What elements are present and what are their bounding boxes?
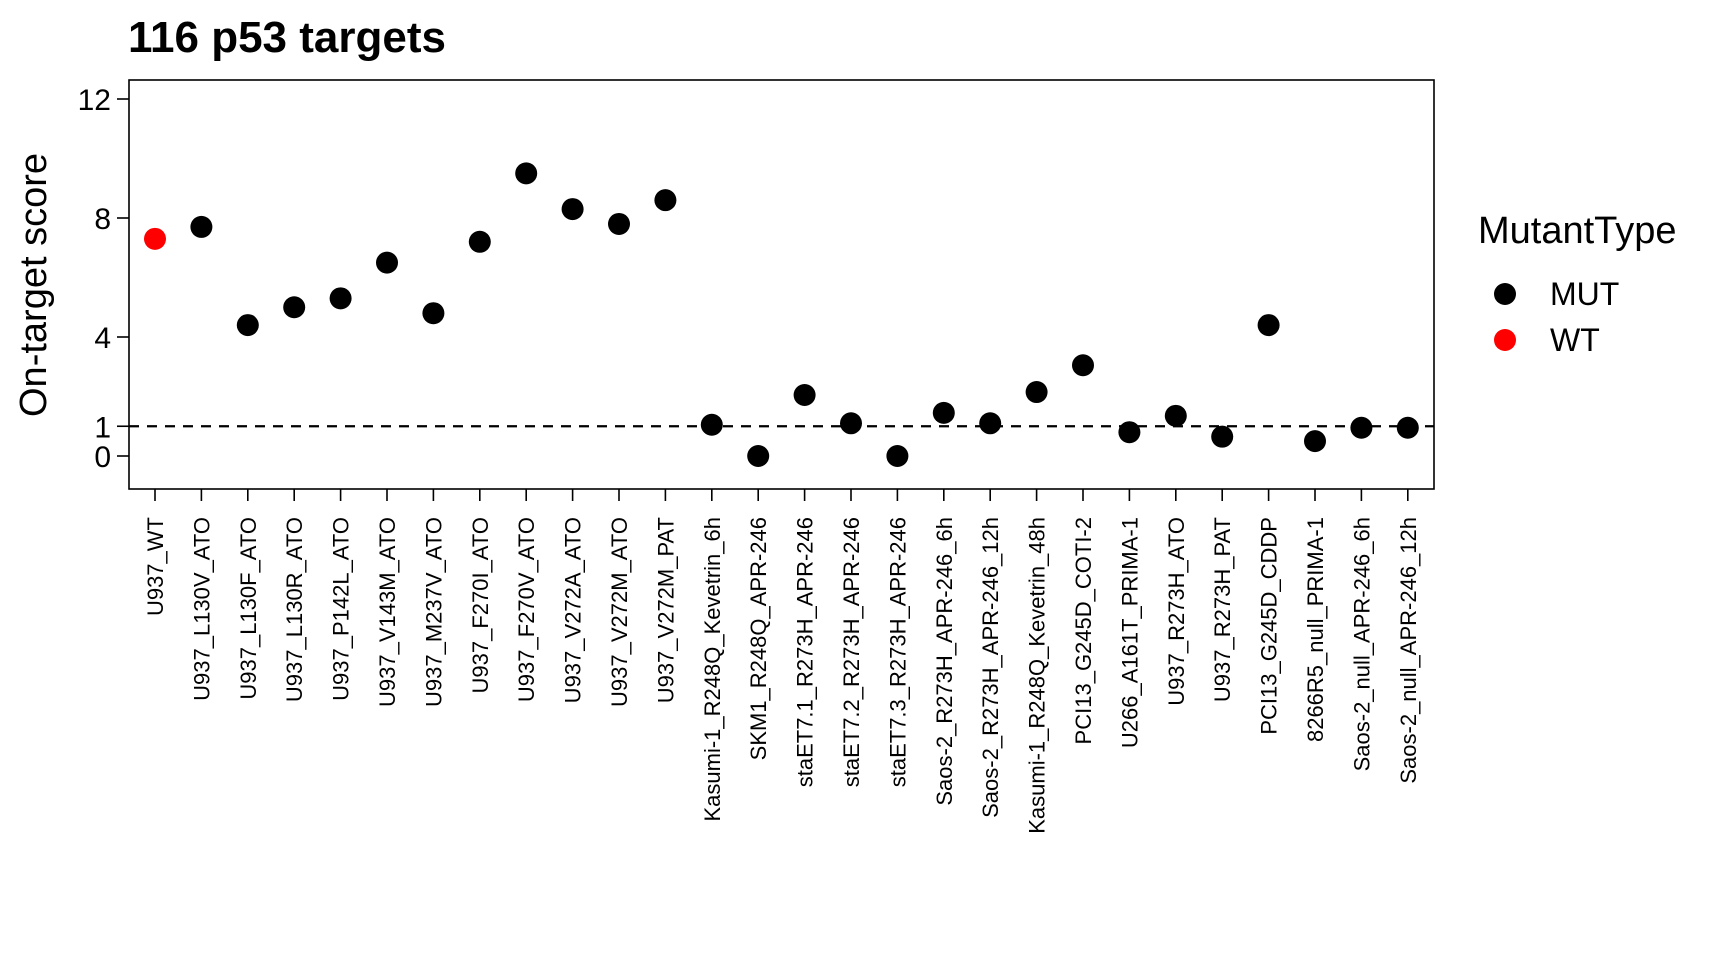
data-point-mut	[1396, 416, 1419, 439]
data-point-mut	[932, 401, 955, 424]
x-tick-label: U937_M237V_ATO	[421, 517, 446, 707]
data-point-mut	[422, 302, 445, 325]
x-tick-label: U937_L130R_ATO	[282, 517, 307, 702]
data-point-mut	[700, 413, 723, 436]
legend-label: WT	[1550, 322, 1600, 358]
x-tick-label: SKM1_R248Q_APR-246	[746, 517, 771, 760]
data-point-mut	[1025, 381, 1048, 404]
data-point-mut	[1304, 430, 1326, 453]
data-point-mut	[1164, 404, 1187, 427]
x-tick-label: Saos-2_R273H_APR-246_6h	[932, 517, 957, 806]
x-tick-label: staET7.3_R273H_APR-246	[885, 517, 910, 787]
y-tick-label: 12	[78, 84, 111, 117]
data-point-mut	[329, 287, 352, 310]
x-tick-label: Saos-2_null_APR-246_6h	[1349, 517, 1374, 771]
x-tick-label: U937_V143M_ATO	[375, 517, 400, 707]
chart-title: 116 p53 targets	[128, 13, 446, 62]
legend-entries: MUT WT	[1494, 276, 1619, 358]
x-tick-label: Kasumi-1_R248Q_Kevetrin_48h	[1025, 517, 1050, 834]
x-tick-label: Saos-2_R273H_APR-246_12h	[978, 517, 1003, 818]
x-tick-label: U937_R273H_ATO	[1164, 517, 1189, 706]
data-point-mut	[886, 445, 909, 467]
x-tick-label: U937_P142L_ATO	[329, 517, 354, 701]
x-tick-label: U937_V272M_PAT	[653, 517, 678, 703]
data-point-mut	[190, 215, 213, 238]
data-point-wt	[144, 227, 166, 250]
x-tick-label: U937_V272M_ATO	[607, 517, 632, 707]
data-point-mut	[747, 445, 770, 467]
y-axis-label: On-target score	[13, 153, 55, 417]
x-tick-label: Saos-2_null_APR-246_12h	[1396, 517, 1421, 784]
data-point-mut	[1211, 425, 1234, 448]
data-point-mut	[1350, 416, 1373, 439]
x-tick-label: staET7.1_R273H_APR-246	[793, 517, 818, 787]
data-point-mut	[654, 189, 677, 212]
data-point-mut	[608, 212, 630, 235]
data-point-mut	[561, 198, 584, 221]
data-point-mut	[515, 162, 538, 185]
y-tick-label: 8	[94, 203, 111, 236]
legend-marker-mut	[1494, 283, 1516, 305]
y-tick-label: 4	[94, 322, 111, 355]
legend-marker-wt	[1494, 329, 1516, 351]
x-tick-label: U937_R273H_PAT	[1210, 517, 1235, 702]
x-tick-label: Kasumi-1_R248Q_Kevetrin_6h	[700, 517, 725, 822]
x-tick-label: U937_F270I_ATO	[468, 517, 493, 694]
x-tick-label: U937_F270V_ATO	[514, 517, 539, 702]
data-point-mut	[840, 412, 862, 435]
x-tick-label: U937_L130F_ATO	[236, 517, 261, 700]
data-point-mut	[236, 314, 259, 337]
x-tick-label: U937_L130V_ATO	[189, 517, 214, 701]
legend-label: MUT	[1550, 276, 1619, 312]
data-point-mut	[1072, 354, 1094, 377]
x-axis: U937_WT U937_L130V_ATO U937_L130F_ATO U937_…	[143, 489, 1421, 834]
x-tick-label: staET7.2_R273H_APR-246	[839, 517, 864, 787]
data-point-mut	[283, 296, 306, 319]
y-axis: 01 4 8 12	[78, 84, 129, 474]
x-tick-label: 8266R5_null_PRIMA-1	[1303, 517, 1328, 742]
x-tick-label: U937_V272A_ATO	[561, 517, 586, 703]
x-tick-label: PCI13_G245D_COTI-2	[1071, 517, 1096, 744]
y-tick-label: 0	[94, 441, 111, 474]
y-tick-label: 1	[94, 411, 111, 444]
legend-title: MutantType	[1478, 210, 1677, 252]
plot-area-frame	[128, 79, 1435, 490]
x-tick-label: PCI13_G245D_CDDP	[1257, 517, 1282, 735]
data-point-mut	[793, 384, 816, 407]
x-tick-label: U937_WT	[143, 517, 168, 616]
legend: MutantType MUT WT	[1478, 210, 1677, 358]
data-points	[144, 162, 1419, 467]
data-point-mut	[468, 230, 491, 253]
data-point-mut	[1118, 421, 1141, 444]
data-point-mut	[979, 412, 1002, 435]
x-tick-label: U266_A161T_PRIMA-1	[1117, 517, 1142, 748]
data-point-mut	[1257, 314, 1280, 337]
data-point-mut	[376, 251, 398, 274]
